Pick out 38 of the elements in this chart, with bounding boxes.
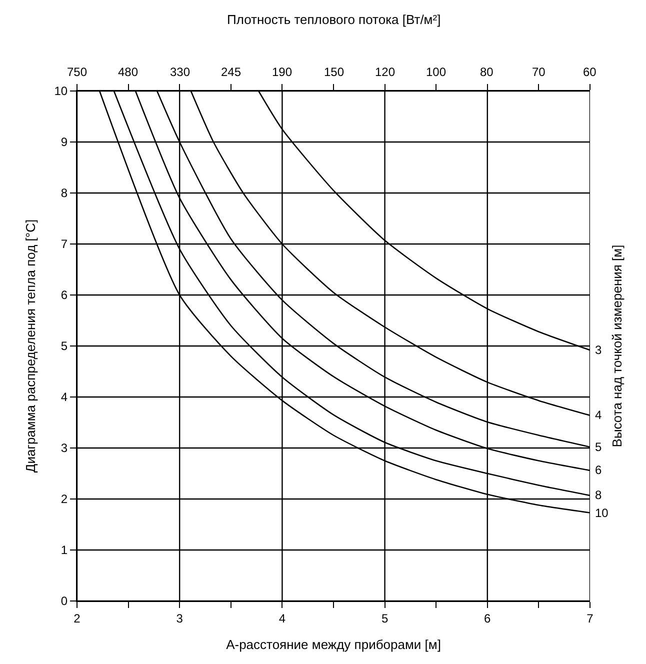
y-tick-label: 0	[60, 594, 68, 608]
x2-axis-title: Плотность теплового потока [Вт/м²]	[227, 12, 441, 27]
series-label: 5	[595, 440, 602, 454]
x-tick-label: 2	[74, 611, 81, 626]
y-tick-label: 6	[60, 288, 68, 302]
series-label: 8	[595, 488, 602, 502]
text: 60	[583, 65, 597, 79]
text: 70	[532, 65, 546, 79]
text: 330	[170, 65, 190, 79]
text: 750	[67, 65, 88, 79]
series-label: 10	[595, 506, 609, 520]
y-axis-title: Диаграмма распределения тепла под [°C]	[23, 219, 38, 473]
text: 245	[221, 65, 242, 79]
series-label: 4	[595, 408, 602, 422]
y-tick-label: 4	[60, 390, 68, 404]
x-tick-label: 7	[586, 611, 594, 626]
series-label: 3	[595, 343, 602, 357]
y-tick-label: 7	[60, 237, 68, 252]
x-tick-label: 3	[176, 611, 184, 626]
text: 190	[272, 65, 292, 79]
text: 100	[426, 65, 446, 79]
text: 120	[375, 65, 396, 79]
x-tick-label: 6	[484, 611, 492, 626]
y-tick-label: 3	[60, 441, 68, 456]
series-label: 6	[595, 463, 602, 477]
x-tick-label: 5	[381, 611, 388, 626]
y-tick-label: 1	[60, 543, 68, 558]
y-tick-label: 2	[60, 492, 68, 506]
y-tick-label: 9	[60, 135, 68, 150]
y2-axis-title: Высота над точкой измерения [м]	[610, 244, 625, 448]
text: 480	[118, 65, 138, 79]
text: 150	[324, 65, 344, 79]
text: 80	[480, 65, 494, 79]
x-tick-label: 4	[278, 611, 286, 626]
x-axis-title: А-расстояние между приборами [м]	[226, 637, 441, 652]
y-tick-label: 5	[60, 339, 68, 354]
y-tick-label: 8	[60, 186, 68, 200]
y-tick-label: 10	[54, 84, 68, 98]
